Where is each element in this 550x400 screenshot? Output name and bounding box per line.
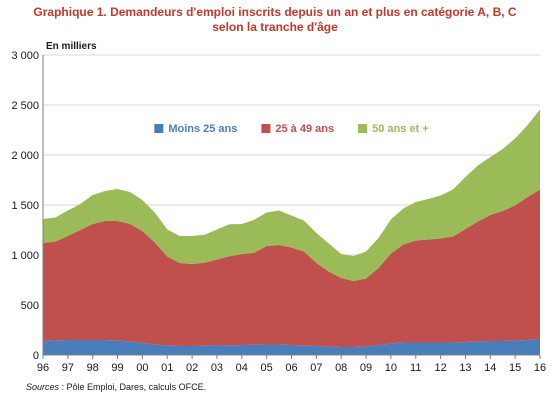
x-tick-label: 13: [459, 362, 471, 374]
x-axis-ticks: 96 97 98 99 00 01 02 03 04 05 06 07 08 09 10 11 12 13 14 15…: [37, 355, 546, 374]
y-tick-label: 1 500: [11, 200, 39, 212]
area-series-25-49-ans: [43, 189, 540, 347]
chart-title-line-1: Graphique 1. Demandeurs d'emploi inscrit…: [33, 5, 517, 19]
chart-title-line-2: selon la tranche d'âge: [212, 20, 338, 34]
legend-swatch: [261, 124, 271, 133]
legend-label: 25 à 49 ans: [275, 123, 334, 135]
y-tick-label: 0: [33, 350, 39, 362]
x-tick-label: 09: [360, 362, 372, 374]
legend-swatch: [154, 124, 164, 133]
x-tick-label: 14: [484, 362, 496, 374]
area-series-50-ans-et: [43, 109, 540, 281]
chart-title: Graphique 1. Demandeurs d'emploi inscrit…: [0, 5, 550, 35]
legend-label: 50 ans et +: [372, 123, 429, 135]
x-tick-label: 98: [87, 362, 99, 374]
x-tick-label: 12: [434, 362, 446, 374]
source-note: Sources : Pôle Emploi, Dares, calculs OF…: [26, 382, 206, 392]
x-tick-label: 06: [285, 362, 297, 374]
y-tick-label: 500: [21, 300, 39, 312]
source-prefix: Sources: [26, 382, 60, 392]
x-tick-label: 00: [136, 362, 148, 374]
x-tick-label: 97: [62, 362, 74, 374]
x-tick-label: 96: [37, 362, 49, 374]
x-tick-label: 03: [211, 362, 223, 374]
legend-item: Moins 25 ans: [154, 123, 237, 135]
source-text: : Pôle Emploi, Dares, calculs OFCE.: [59, 382, 207, 392]
x-tick-label: 04: [236, 362, 248, 374]
x-tick-label: 02: [186, 362, 198, 374]
y-tick-label: 3 000: [11, 50, 39, 62]
x-tick-label: 11: [410, 362, 421, 374]
x-tick-label: 10: [385, 362, 397, 374]
legend: Moins 25 ans 25 à 49 ans 50 ans et +: [154, 123, 429, 135]
x-tick-label: 16: [534, 362, 546, 374]
x-tick-label: 01: [161, 362, 173, 374]
stacked-areas: [43, 109, 540, 355]
legend-label: Moins 25 ans: [168, 123, 237, 135]
x-tick-label: 15: [509, 362, 521, 374]
y-tick-label: 1 000: [11, 250, 39, 262]
y-tick-label: 2 500: [11, 100, 39, 112]
y-axis-ticks: 0 500 1 000 1 500 2 000 2 500 3 000: [11, 50, 39, 362]
legend-swatch: [358, 124, 368, 133]
x-tick-label: 99: [111, 362, 123, 374]
x-tick-label: 08: [335, 362, 347, 374]
area-series-moins-25-ans: [43, 339, 540, 355]
x-tick-label: 05: [261, 362, 273, 374]
unit-label: En milliers: [46, 41, 97, 52]
x-tick-label: 07: [310, 362, 322, 374]
legend-item: 25 à 49 ans: [261, 123, 334, 135]
y-tick-label: 2 000: [11, 150, 39, 162]
legend-item: 50 ans et +: [358, 123, 429, 135]
